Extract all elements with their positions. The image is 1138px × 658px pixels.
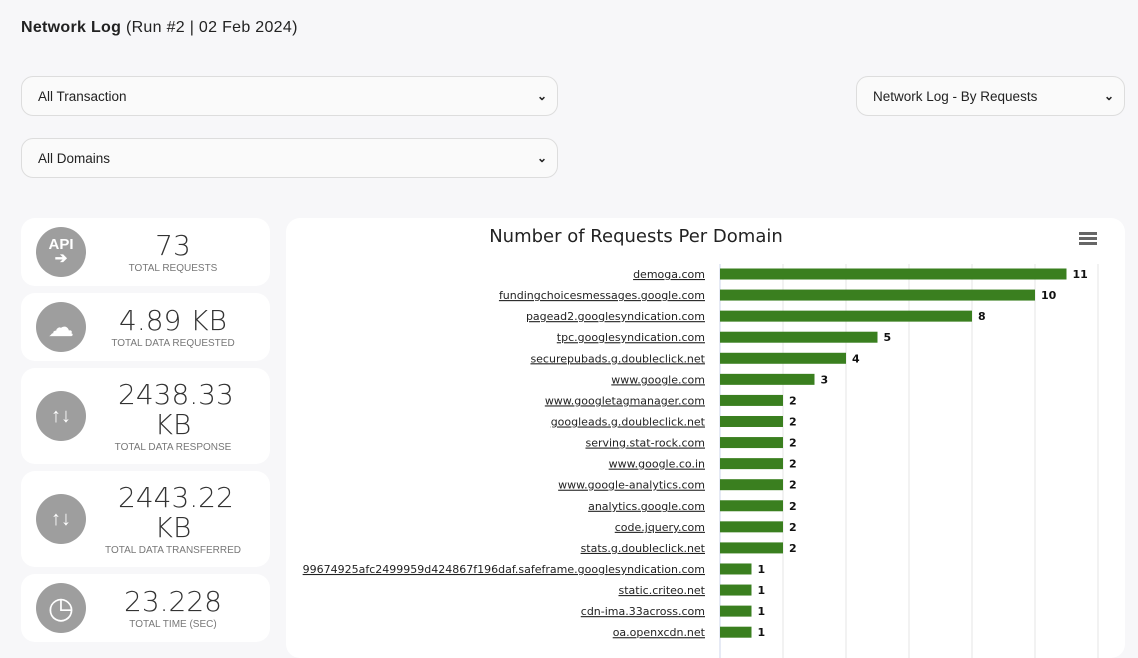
category-label[interactable]: securepubads.g.doubleclick.net xyxy=(530,352,705,365)
bar xyxy=(720,521,783,533)
stat-card-data-requested: ☁ 4.89 KB TOTAL DATA REQUESTED xyxy=(21,293,270,361)
stat-value: 2438.33 KB xyxy=(118,377,234,441)
stat-label: TOTAL DATA REQUESTED xyxy=(111,337,235,349)
transaction-value: All Transaction xyxy=(38,88,127,104)
api-icon: API ➔ xyxy=(36,227,86,277)
bar xyxy=(720,563,752,575)
domains-value: All Domains xyxy=(38,150,111,166)
category-label[interactable]: pagead2.googlesyndication.com xyxy=(526,310,705,323)
category-label[interactable]: googleads.g.doubleclick.net xyxy=(551,415,706,428)
bar xyxy=(720,626,752,638)
stat-label: TOTAL DATA RESPONSE xyxy=(114,441,232,453)
stat-card-data-transferred: ↑↓ 2443.22 KB TOTAL DATA TRANSFERRED xyxy=(21,471,270,567)
bar xyxy=(720,542,783,554)
bar xyxy=(720,415,783,427)
stat-value: 73 xyxy=(155,228,191,262)
stat-label: TOTAL REQUESTS xyxy=(128,262,218,274)
view-select[interactable]: Network Log - By Requests ⌄ xyxy=(856,76,1125,116)
hamburger-menu-icon[interactable] xyxy=(1079,232,1097,247)
domains-select[interactable]: All Domains ⌄ xyxy=(21,138,558,178)
data-label: 2 xyxy=(789,458,797,471)
data-label: 8 xyxy=(978,310,986,323)
bar xyxy=(720,331,878,343)
category-label[interactable]: fundingchoicesmessages.google.com xyxy=(499,289,705,302)
transfer-icon: ↑↓ xyxy=(36,391,86,441)
bar xyxy=(720,479,783,491)
stat-value: 4.89 KB xyxy=(119,303,227,337)
chart-title: Number of Requests Per Domain xyxy=(489,226,783,247)
chevron-down-icon: ⌄ xyxy=(536,151,547,165)
bar xyxy=(720,268,1067,280)
category-label[interactable]: 99674925afc2499959d424867f196daf.safefra… xyxy=(303,563,705,576)
run-info: (Run #2 | 02 Feb 2024) xyxy=(125,19,298,36)
stat-card-total-time: ◷ 23.228 TOTAL TIME (SEC) xyxy=(21,574,270,642)
category-label[interactable]: stats.g.doubleclick.net xyxy=(581,542,706,555)
category-label[interactable]: code.jquery.com xyxy=(615,521,705,534)
stat-value: 23.228 xyxy=(124,584,222,618)
data-label: 5 xyxy=(884,331,892,344)
category-label[interactable]: serving.stat-rock.com xyxy=(585,437,705,450)
bar xyxy=(720,394,783,406)
bar xyxy=(720,584,752,596)
chevron-down-icon: ⌄ xyxy=(1103,89,1114,103)
bar xyxy=(720,373,815,385)
view-value: Network Log - By Requests xyxy=(873,88,1038,104)
category-label[interactable]: static.criteo.net xyxy=(619,584,706,597)
bar xyxy=(720,310,972,322)
category-label[interactable]: www.google.com xyxy=(611,373,705,386)
cloud-upload-icon: ☁ xyxy=(36,302,86,352)
data-label: 2 xyxy=(789,521,797,534)
category-label[interactable]: analytics.google.com xyxy=(588,500,705,513)
chart-panel: Number of Requests Per Domain demoga.com… xyxy=(286,218,1125,658)
transaction-select[interactable]: All Transaction ⌄ xyxy=(21,76,558,116)
data-label: 2 xyxy=(789,479,797,492)
data-label: 11 xyxy=(1073,268,1088,281)
stat-value: 2443.22 KB xyxy=(118,480,234,544)
data-label: 10 xyxy=(1041,289,1057,302)
category-label[interactable]: www.google-analytics.com xyxy=(558,479,705,492)
category-label[interactable]: www.google.co.in xyxy=(609,458,705,471)
category-label[interactable]: tpc.googlesyndication.com xyxy=(557,331,705,344)
data-label: 2 xyxy=(789,500,797,513)
bar-chart: demoga.com 11fundingchoicesmessages.googl… xyxy=(303,264,1099,658)
stat-label: TOTAL TIME (SEC) xyxy=(129,618,217,630)
bar xyxy=(720,458,783,470)
data-label: 2 xyxy=(789,415,797,428)
bar xyxy=(720,352,846,364)
bar xyxy=(720,500,783,512)
category-label[interactable]: oa.openxcdn.net xyxy=(613,626,706,639)
data-label: 1 xyxy=(758,563,766,576)
category-label[interactable]: cdn-ima.33across.com xyxy=(581,605,705,618)
page-title: Network Log (Run #2 | 02 Feb 2024) xyxy=(21,19,298,36)
category-label[interactable]: demoga.com xyxy=(633,268,705,281)
bar xyxy=(720,605,752,617)
data-label: 1 xyxy=(758,605,766,618)
data-label: 1 xyxy=(758,584,766,597)
stat-card-data-response: ↑↓ 2438.33 KB TOTAL DATA RESPONSE xyxy=(21,368,270,464)
stat-label: TOTAL DATA TRANSFERRED xyxy=(105,544,241,556)
data-label: 3 xyxy=(821,373,829,386)
category-label[interactable]: www.googletagmanager.com xyxy=(545,394,705,407)
data-label: 1 xyxy=(758,626,766,639)
data-label: 2 xyxy=(789,394,797,407)
stat-card-requests: API ➔ 73 TOTAL REQUESTS xyxy=(21,218,270,286)
bar xyxy=(720,289,1035,301)
chevron-down-icon: ⌄ xyxy=(536,89,547,103)
data-label: 4 xyxy=(852,352,860,365)
clock-icon: ◷ xyxy=(36,583,86,633)
data-label: 2 xyxy=(789,542,797,555)
transfer-icon: ↑↓ xyxy=(36,494,86,544)
bar xyxy=(720,437,783,449)
data-label: 2 xyxy=(789,437,797,450)
